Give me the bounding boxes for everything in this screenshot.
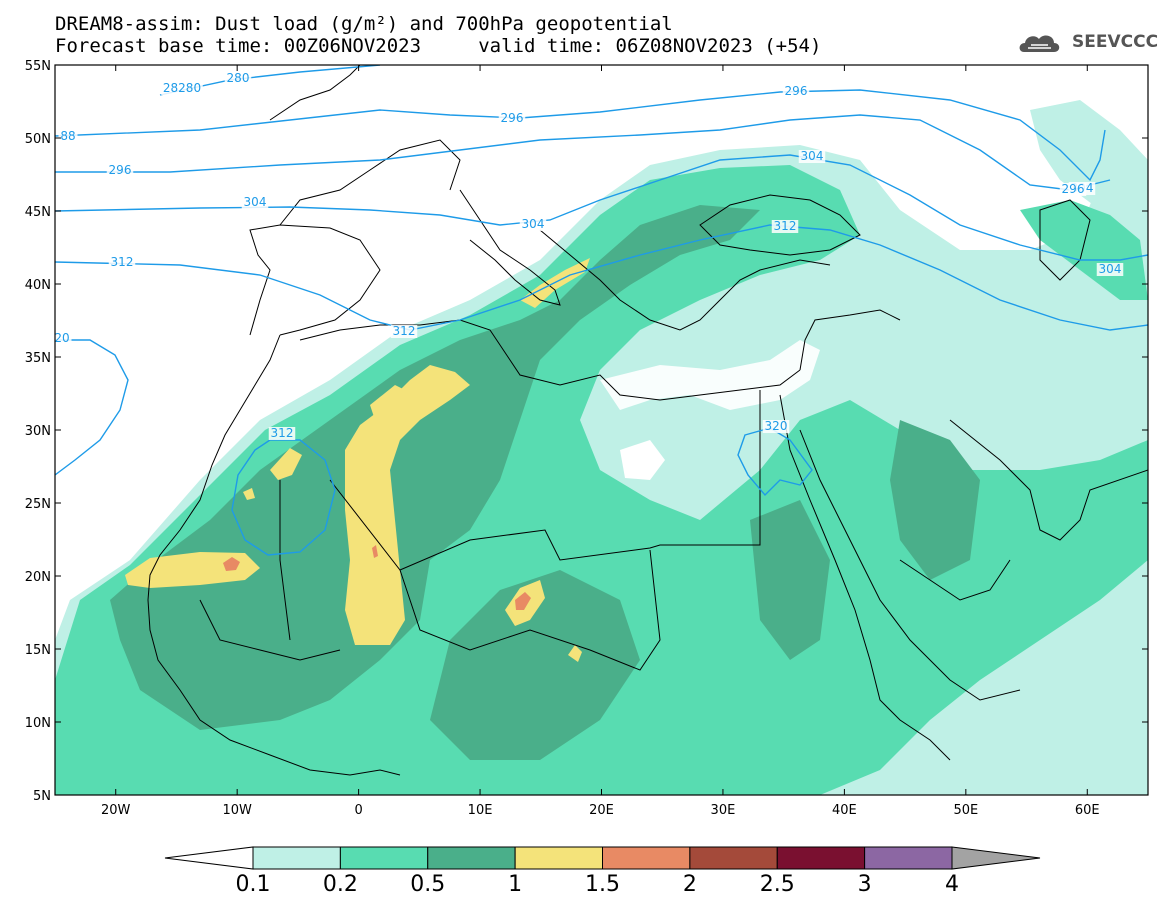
cloud-logo-icon bbox=[1019, 35, 1060, 52]
contour-label: 320 bbox=[765, 419, 788, 433]
lon-tick-label: 60E bbox=[1075, 803, 1100, 818]
colorbar-label: 1 bbox=[508, 872, 522, 897]
contour-label: 296 bbox=[501, 111, 524, 125]
contour-label-bg bbox=[108, 256, 136, 269]
colorbar-segment bbox=[776, 846, 866, 870]
contour-label: 296 bbox=[1062, 182, 1085, 196]
colorbar-under-triangle bbox=[164, 846, 254, 870]
contour-label: 304 bbox=[1099, 262, 1122, 276]
contour-label-bg bbox=[498, 112, 526, 125]
lon-tick-label: 50E bbox=[953, 803, 978, 818]
contour-label-bg bbox=[1059, 183, 1087, 196]
colorbar: 0.1 0.2 0.5 1 1.5 2 2.5 3 4 bbox=[164, 846, 1041, 897]
colorbar-label: 2 bbox=[683, 872, 697, 897]
lon-tick-label: 10E bbox=[468, 803, 493, 818]
lat-tick-label: 5N bbox=[33, 789, 51, 804]
contour-288 bbox=[55, 89, 1106, 182]
latitude-axis: 55N 50N 45N 40N 35N 30N 25N 20N 15N 10N 5N bbox=[25, 59, 1148, 804]
lat-tick-label: 15N bbox=[25, 643, 51, 658]
contour-320-west bbox=[55, 339, 129, 476]
colorbar-label: 1.5 bbox=[585, 872, 620, 897]
map-title-line2: Forecast base time: 00Z06NOV2023 valid t… bbox=[55, 35, 822, 57]
lon-tick-label: 20W bbox=[101, 803, 131, 818]
lat-tick-label: 35N bbox=[25, 351, 51, 366]
lat-tick-label: 40N bbox=[25, 278, 51, 293]
colorbar-segment bbox=[689, 846, 778, 870]
lat-tick-label: 10N bbox=[25, 716, 51, 731]
colorbar-segment bbox=[339, 846, 429, 870]
logo-text: SEEVCCC bbox=[1072, 32, 1159, 52]
contour-304 bbox=[55, 154, 1148, 261]
colorbar-label: 2.5 bbox=[760, 872, 795, 897]
contour-label: 280 bbox=[227, 71, 250, 85]
contour-label: 312 bbox=[111, 255, 134, 269]
contour-label-bg bbox=[762, 420, 790, 433]
lon-tick-label: 10W bbox=[222, 803, 252, 818]
colorbar-segment bbox=[252, 846, 341, 870]
contour-label: 312 bbox=[774, 219, 797, 233]
contour-label: 304 bbox=[801, 149, 824, 163]
contour-labels: 28280 280 88 296 296 296 304 304 304 304 312 312 312… bbox=[52, 71, 1124, 440]
lat-tick-label: 55N bbox=[25, 59, 51, 74]
contour-label-bg bbox=[106, 164, 134, 177]
lon-tick-label: 30E bbox=[711, 803, 736, 818]
contour-label-bg bbox=[224, 72, 252, 85]
lon-tick-label: 40E bbox=[832, 803, 857, 818]
contour-label: 312 bbox=[271, 426, 294, 440]
colorbar-label: 0.1 bbox=[236, 872, 271, 897]
lat-tick-label: 30N bbox=[25, 424, 51, 439]
dust-band-1.5 bbox=[223, 557, 240, 571]
contour-label: 296 bbox=[109, 163, 132, 177]
contour-label-bg bbox=[782, 85, 810, 98]
dust-band-0.5 bbox=[110, 205, 760, 730]
colorbar-over-triangle bbox=[951, 846, 1041, 870]
contour-label-bg bbox=[519, 218, 547, 231]
map-title-line1: DREAM8-assim: Dust load (g/m²) and 700hP… bbox=[55, 13, 673, 35]
contour-label: 28280 bbox=[163, 81, 201, 95]
contour-296 bbox=[55, 114, 1111, 191]
lat-tick-label: 50N bbox=[25, 132, 51, 147]
colorbar-segment bbox=[427, 846, 516, 870]
longitude-axis: 20W 10W 0 10E 20E 30E 40E 50E 60E bbox=[101, 65, 1100, 818]
contour-label-bg bbox=[771, 220, 799, 233]
contour-320-low bbox=[737, 427, 813, 497]
colorbar-label: 0.2 bbox=[323, 872, 358, 897]
contour-label: 20 bbox=[54, 331, 69, 345]
contour-label-bg bbox=[241, 196, 269, 209]
colorbar-segment bbox=[514, 846, 603, 870]
dust-shading bbox=[55, 65, 1148, 795]
lat-tick-label: 20N bbox=[25, 570, 51, 585]
colorbar-label: 4 bbox=[945, 872, 959, 897]
colorbar-segment bbox=[864, 846, 953, 870]
lon-tick-label: 20E bbox=[589, 803, 614, 818]
contour-label-bg bbox=[798, 150, 826, 163]
colorbar-segment bbox=[602, 846, 691, 870]
contour-label-bg bbox=[268, 427, 296, 440]
contour-312-low bbox=[231, 439, 336, 556]
contour-label-bg bbox=[58, 130, 78, 143]
contour-label: 88 bbox=[60, 129, 75, 143]
contour-label: 304 bbox=[244, 195, 267, 209]
contour-312 bbox=[55, 224, 1148, 331]
lon-tick-label: 0 bbox=[354, 803, 362, 818]
geopotential-contours bbox=[55, 65, 1148, 556]
contour-label: 312 bbox=[393, 324, 416, 338]
colorbar-label: 3 bbox=[858, 872, 872, 897]
lat-tick-label: 45N bbox=[25, 205, 51, 220]
contour-label-bg bbox=[390, 325, 418, 338]
dust-band-1 bbox=[345, 365, 470, 645]
contour-label-bg bbox=[1096, 263, 1124, 276]
colorbar-label: 0.5 bbox=[410, 872, 445, 897]
contour-label-bg bbox=[161, 82, 203, 95]
contour-label: 296 bbox=[785, 84, 808, 98]
lat-tick-label: 25N bbox=[25, 497, 51, 512]
contour-label-bg bbox=[52, 332, 72, 345]
contour-label: 304 bbox=[522, 217, 545, 231]
